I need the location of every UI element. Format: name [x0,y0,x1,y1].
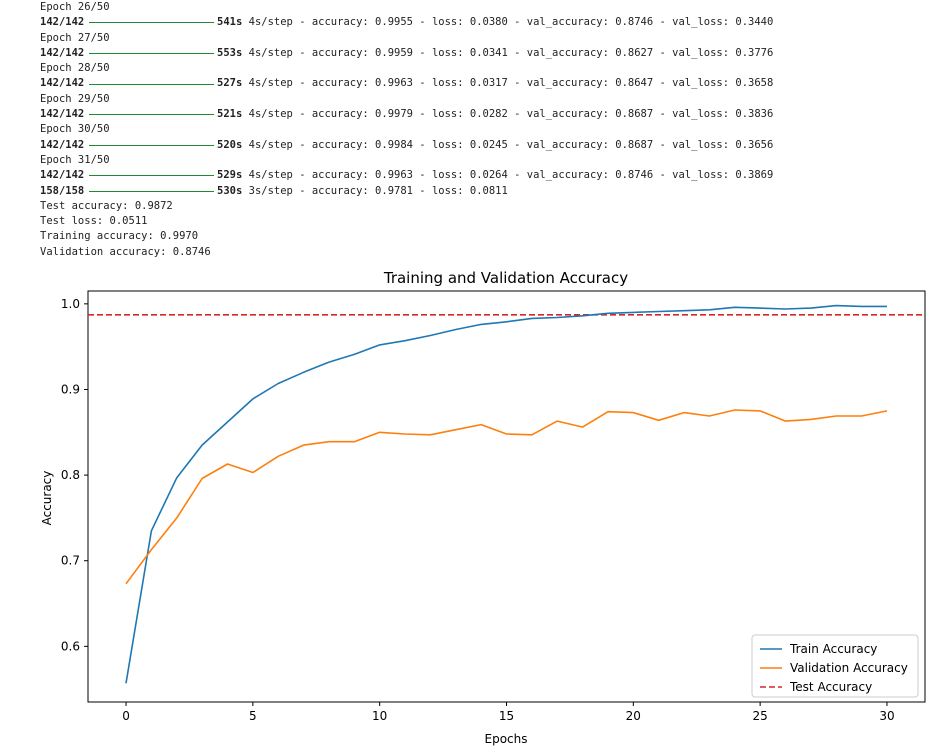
step-count: 158/158 [40,184,85,197]
legend-label: Validation Accuracy [790,661,908,675]
elapsed-seconds: 520s [217,138,243,151]
elapsed-seconds: 541s [217,16,243,29]
step-count: 142/142 [40,138,85,151]
accuracy-plot: Training and Validation Accuracy 0.6 0.7 0… [0,262,944,750]
metrics-text: 4s/step - accuracy: 0.9963 - loss: 0.031… [242,77,774,90]
legend-label: Train Accuracy [789,642,877,656]
progress-line: 142/142 520s 4s/step - accuracy: 0.9984 -… [40,138,920,153]
elapsed-seconds: 527s [217,77,243,90]
y-axis-ticks: 0.6 0.7 0.8 0.9 1.0 [61,297,88,653]
y-tick-label: 0.8 [61,468,80,482]
epoch-line: Epoch 26/50 [40,1,110,13]
chart-title: Training and Validation Accuracy [383,269,628,287]
progress-bar [89,190,214,192]
x-tick-label: 10 [372,709,387,723]
train-accuracy-line [125,304,887,684]
console-output: Epoch 26/50 142/142 541s 4s/step - accurac… [40,0,920,260]
x-tick-label: 30 [879,709,894,723]
elapsed-seconds: 529s [217,169,243,182]
result-line: Training accuracy: 0.9970 [40,230,199,243]
progress-line: 158/158 530s 3s/step - accuracy: 0.9781 -… [40,184,920,199]
metrics-text: 4s/step - accuracy: 0.9979 - loss: 0.028… [242,108,774,121]
progress-line: 142/142 541s 4s/step - accuracy: 0.9955 -… [40,15,920,30]
y-axis-label: Accuracy [40,471,54,526]
step-count: 142/142 [40,108,85,121]
progress-line: 142/142 553s 4s/step - accuracy: 0.9959 -… [40,46,920,61]
progress-bar [89,114,214,116]
y-tick-label: 0.6 [61,639,80,653]
epoch-line: Epoch 31/50 [40,153,110,166]
step-count: 142/142 [40,169,85,182]
progress-bar [89,53,214,55]
x-tick-label: 20 [626,709,641,723]
x-tick-label: 25 [752,709,767,723]
legend-box [751,634,919,698]
elapsed-seconds: 553s [217,46,243,59]
chart-lines [88,304,925,684]
progress-line: 142/142 521s 4s/step - accuracy: 0.9979 -… [40,107,920,122]
epoch-line: Epoch 27/50 [40,31,110,44]
step-count: 142/142 [40,77,85,90]
x-tick-label: 15 [499,709,514,723]
metrics-text: 4s/step - accuracy: 0.9959 - loss: 0.034… [242,46,774,59]
accuracy-chart-svg: Training and Validation Accuracy 0.60.70… [40,269,926,746]
metrics-text: 4s/step - accuracy: 0.9984 - loss: 0.024… [242,138,774,151]
x-tick-label: 0 [122,709,130,723]
epoch-line: Epoch 30/50 [40,123,110,136]
x-axis-label: Epochs [485,732,528,746]
step-count: 142/142 [40,46,85,59]
validation-accuracy-line [125,409,888,585]
y-tick-label: 1.0 [61,297,80,311]
x-axis-ticks: 0 5 10 15 20 25 30 [122,702,895,723]
chart-legend: Train Accuracy Validation Accuracy Test Ac… [751,634,919,698]
result-line: Validation accuracy: 0.8746 [40,245,211,258]
metrics-text: 4s/step - accuracy: 0.9955 - loss: 0.038… [242,16,774,29]
progress-bar [89,144,214,146]
progress-line: 142/142 527s 4s/step - accuracy: 0.9963 -… [40,76,920,91]
y-tick-label: 0.7 [61,554,80,568]
elapsed-seconds: 530s [217,184,243,197]
x-tick-label: 5 [249,709,257,723]
y-tick-label: 0.9 [61,382,80,396]
epoch-line: Epoch 28/50 [40,62,110,75]
progress-line: 142/142 529s 4s/step - accuracy: 0.9963 -… [40,168,920,183]
metrics-text: 3s/step - accuracy: 0.9781 - loss: 0.081… [242,184,508,197]
progress-bar [89,83,214,85]
result-line: Test loss: 0.0511 [40,215,148,228]
legend-label: Test Accuracy [789,680,872,694]
metrics-text: 4s/step - accuracy: 0.9963 - loss: 0.026… [242,169,774,182]
result-line: Test accuracy: 0.9872 [40,199,173,212]
progress-bar [89,175,214,177]
elapsed-seconds: 521s [217,108,243,121]
progress-bar [89,22,214,24]
epoch-line: Epoch 29/50 [40,92,110,105]
step-count: 142/142 [40,16,85,29]
